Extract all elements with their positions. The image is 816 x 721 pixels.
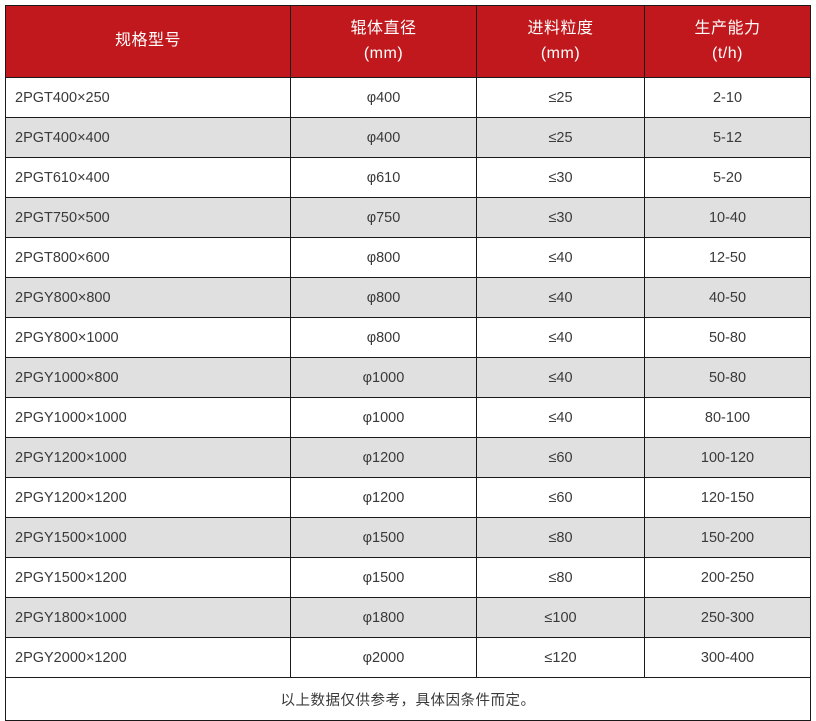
cell-feed-size: ≤25 <box>476 117 645 158</box>
table-row: 2PGY800×1000 φ800 ≤40 50-80 <box>5 317 811 358</box>
table-row: 2PGT750×500 φ750 ≤30 10-40 <box>5 197 811 238</box>
footnote-text: 以上数据仅供参考，具体因条件而定。 <box>5 677 811 721</box>
table-row: 2PGT800×600 φ800 ≤40 12-50 <box>5 237 811 278</box>
table-row: 2PGY1000×1000 φ1000 ≤40 80-100 <box>5 397 811 438</box>
column-header-model-title: 规格型号 <box>114 32 181 50</box>
cell-model: 2PGY1800×1000 <box>5 597 291 638</box>
cell-model: 2PGY1500×1200 <box>5 557 291 598</box>
cell-model: 2PGT800×600 <box>5 237 291 278</box>
cell-roller-diameter: φ750 <box>290 197 477 238</box>
cell-feed-size: ≤80 <box>476 557 645 598</box>
table-row: 2PGT400×250 φ400 ≤25 2-10 <box>5 77 811 118</box>
cell-capacity: 5-20 <box>644 157 811 198</box>
cell-roller-diameter: φ1000 <box>290 357 477 398</box>
cell-model: 2PGT750×500 <box>5 197 291 238</box>
cell-capacity: 50-80 <box>644 357 811 398</box>
page-container: 规格型号 辊体直径 (mm) 进料粒度 (mm) 生产能力 (t/h) 2PGT… <box>5 5 811 721</box>
cell-model: 2PGY800×800 <box>5 277 291 318</box>
cell-roller-diameter: φ1000 <box>290 397 477 438</box>
cell-capacity: 50-80 <box>644 317 811 358</box>
cell-model: 2PGT610×400 <box>5 157 291 198</box>
cell-feed-size: ≤30 <box>476 197 645 238</box>
cell-feed-size: ≤60 <box>476 437 645 478</box>
column-header-roller-diameter-unit: (mm) <box>363 44 404 62</box>
cell-capacity: 120-150 <box>644 477 811 518</box>
cell-feed-size: ≤80 <box>476 517 645 558</box>
cell-feed-size: ≤40 <box>476 237 645 278</box>
column-header-roller-diameter-title: 辊体直径 <box>350 19 417 37</box>
cell-capacity: 200-250 <box>644 557 811 598</box>
table-row: 2PGT610×400 φ610 ≤30 5-20 <box>5 157 811 198</box>
cell-feed-size: ≤120 <box>476 637 645 678</box>
cell-roller-diameter: φ2000 <box>290 637 477 678</box>
cell-model: 2PGY1500×1000 <box>5 517 291 558</box>
cell-capacity: 12-50 <box>644 237 811 278</box>
cell-model: 2PGT400×250 <box>5 77 291 118</box>
table-row: 2PGY800×800 φ800 ≤40 40-50 <box>5 277 811 318</box>
column-header-capacity-title: 生产能力 <box>694 19 761 37</box>
cell-feed-size: ≤40 <box>476 397 645 438</box>
cell-roller-diameter: φ400 <box>290 117 477 158</box>
cell-roller-diameter: φ610 <box>290 157 477 198</box>
table-row: 2PGY2000×1200 φ2000 ≤120 300-400 <box>5 637 811 678</box>
table-body: 2PGT400×250 φ400 ≤25 2-10 2PGT400×400 φ400 ≤25… <box>5 77 811 678</box>
cell-model: 2PGY2000×1200 <box>5 637 291 678</box>
cell-capacity: 150-200 <box>644 517 811 558</box>
cell-feed-size: ≤40 <box>476 277 645 318</box>
footnote-row: 以上数据仅供参考，具体因条件而定。 <box>5 677 811 721</box>
column-header-model: 规格型号 <box>5 5 291 78</box>
cell-feed-size: ≤30 <box>476 157 645 198</box>
table-row: 2PGY1000×800 φ1000 ≤40 50-80 <box>5 357 811 398</box>
column-header-feed-size: 进料粒度 (mm) <box>476 5 645 78</box>
cell-capacity: 250-300 <box>644 597 811 638</box>
cell-feed-size: ≤40 <box>476 357 645 398</box>
cell-roller-diameter: φ1200 <box>290 477 477 518</box>
table-row: 2PGY1500×1200 φ1500 ≤80 200-250 <box>5 557 811 598</box>
cell-roller-diameter: φ1500 <box>290 517 477 558</box>
cell-feed-size: ≤100 <box>476 597 645 638</box>
cell-capacity: 5-12 <box>644 117 811 158</box>
column-header-roller-diameter: 辊体直径 (mm) <box>290 5 477 78</box>
cell-model: 2PGY1200×1200 <box>5 477 291 518</box>
cell-capacity: 2-10 <box>644 77 811 118</box>
column-header-capacity-unit: (t/h) <box>712 44 743 62</box>
cell-roller-diameter: φ800 <box>290 237 477 278</box>
cell-capacity: 40-50 <box>644 277 811 318</box>
cell-model: 2PGY800×1000 <box>5 317 291 358</box>
table-header: 规格型号 辊体直径 (mm) 进料粒度 (mm) 生产能力 (t/h) <box>5 5 811 78</box>
cell-model: 2PGY1000×1000 <box>5 397 291 438</box>
cell-capacity: 80-100 <box>644 397 811 438</box>
cell-capacity: 10-40 <box>644 197 811 238</box>
column-header-capacity: 生产能力 (t/h) <box>644 5 811 78</box>
column-header-feed-size-unit: (mm) <box>540 44 581 62</box>
table-header-row: 规格型号 辊体直径 (mm) 进料粒度 (mm) 生产能力 (t/h) <box>5 5 811 78</box>
cell-feed-size: ≤25 <box>476 77 645 118</box>
cell-roller-diameter: φ1800 <box>290 597 477 638</box>
table-row: 2PGY1500×1000 φ1500 ≤80 150-200 <box>5 517 811 558</box>
cell-roller-diameter: φ1200 <box>290 437 477 478</box>
cell-roller-diameter: φ800 <box>290 317 477 358</box>
cell-model: 2PGY1200×1000 <box>5 437 291 478</box>
cell-feed-size: ≤60 <box>476 477 645 518</box>
column-header-feed-size-title: 进料粒度 <box>527 19 594 37</box>
table-row: 2PGY1800×1000 φ1800 ≤100 250-300 <box>5 597 811 638</box>
cell-roller-diameter: φ400 <box>290 77 477 118</box>
cell-capacity: 100-120 <box>644 437 811 478</box>
cell-model: 2PGY1000×800 <box>5 357 291 398</box>
table-row: 2PGT400×400 φ400 ≤25 5-12 <box>5 117 811 158</box>
table-footer: 以上数据仅供参考，具体因条件而定。 <box>5 677 811 721</box>
cell-feed-size: ≤40 <box>476 317 645 358</box>
specification-table: 规格型号 辊体直径 (mm) 进料粒度 (mm) 生产能力 (t/h) 2PGT… <box>5 5 811 721</box>
table-row: 2PGY1200×1000 φ1200 ≤60 100-120 <box>5 437 811 478</box>
table-row: 2PGY1200×1200 φ1200 ≤60 120-150 <box>5 477 811 518</box>
cell-roller-diameter: φ800 <box>290 277 477 318</box>
cell-roller-diameter: φ1500 <box>290 557 477 598</box>
cell-capacity: 300-400 <box>644 637 811 678</box>
cell-model: 2PGT400×400 <box>5 117 291 158</box>
